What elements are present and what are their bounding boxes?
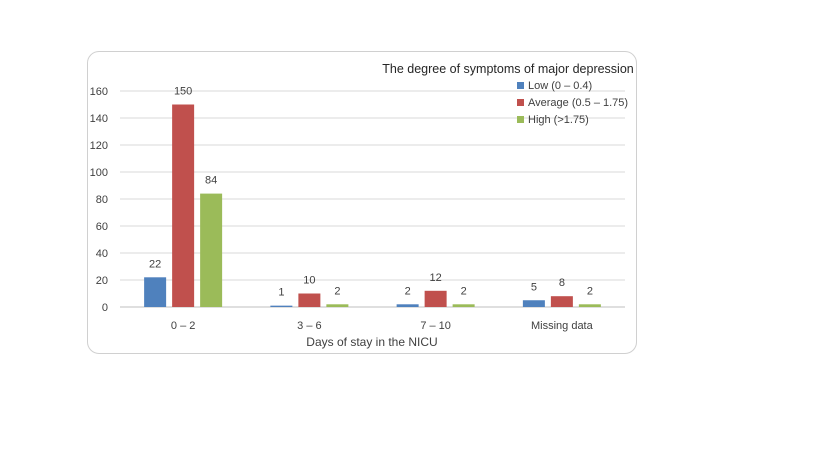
data-label: 8 (559, 277, 565, 289)
data-label: 150 (174, 86, 192, 98)
data-label: 5 (531, 281, 537, 293)
bar (452, 304, 475, 307)
legend-swatch (517, 116, 524, 123)
data-label: 12 (430, 272, 442, 284)
data-label: 1 (278, 287, 284, 299)
bar (550, 296, 573, 307)
legend: Low (0 – 0.4) Average (0.5 – 1.75) High (>… (517, 80, 628, 126)
x-tick-label: Missing data (531, 320, 594, 332)
bar (200, 193, 223, 307)
bar (424, 290, 447, 307)
x-tick-label: 0 – 2 (171, 320, 195, 332)
bar (172, 104, 195, 307)
x-tick-label: 7 – 10 (420, 320, 451, 332)
y-tick-label: 160 (90, 86, 108, 98)
data-label: 22 (149, 258, 161, 270)
data-label: 2 (461, 285, 467, 297)
legend-label: Low (0 – 0.4) (528, 80, 592, 92)
bar (522, 300, 545, 307)
y-tick-label: 120 (90, 140, 108, 152)
y-tick-label: 80 (96, 194, 108, 206)
x-axis-ticks: 0 – 2 3 – 6 7 – 10 Missing data (171, 320, 594, 332)
bar (396, 304, 419, 307)
data-label: 10 (303, 275, 315, 287)
bar (326, 304, 349, 307)
y-tick-label: 100 (90, 167, 108, 179)
bar (578, 304, 601, 307)
y-tick-label: 20 (96, 275, 108, 287)
x-axis-title: Days of stay in the NICU (306, 335, 437, 349)
y-tick-label: 60 (96, 221, 108, 233)
data-label: 2 (334, 285, 340, 297)
bar (298, 293, 321, 307)
y-tick-label: 0 (102, 302, 108, 314)
legend-swatch (517, 82, 524, 89)
x-tick-label: 3 – 6 (297, 320, 321, 332)
legend-label: High (>1.75) (528, 114, 589, 126)
y-tick-label: 40 (96, 248, 108, 260)
y-tick-label: 140 (90, 113, 108, 125)
legend-label: Average (0.5 – 1.75) (528, 97, 628, 109)
data-label: 84 (205, 175, 217, 187)
chart-title: The degree of symptoms of major depressi… (382, 62, 634, 76)
data-label: 2 (405, 285, 411, 297)
bar (144, 277, 167, 307)
data-label: 2 (587, 285, 593, 297)
bar (270, 305, 293, 307)
legend-swatch (517, 99, 524, 106)
y-axis-ticks: 0 20 40 60 80 100 120 140 160 (90, 86, 108, 314)
